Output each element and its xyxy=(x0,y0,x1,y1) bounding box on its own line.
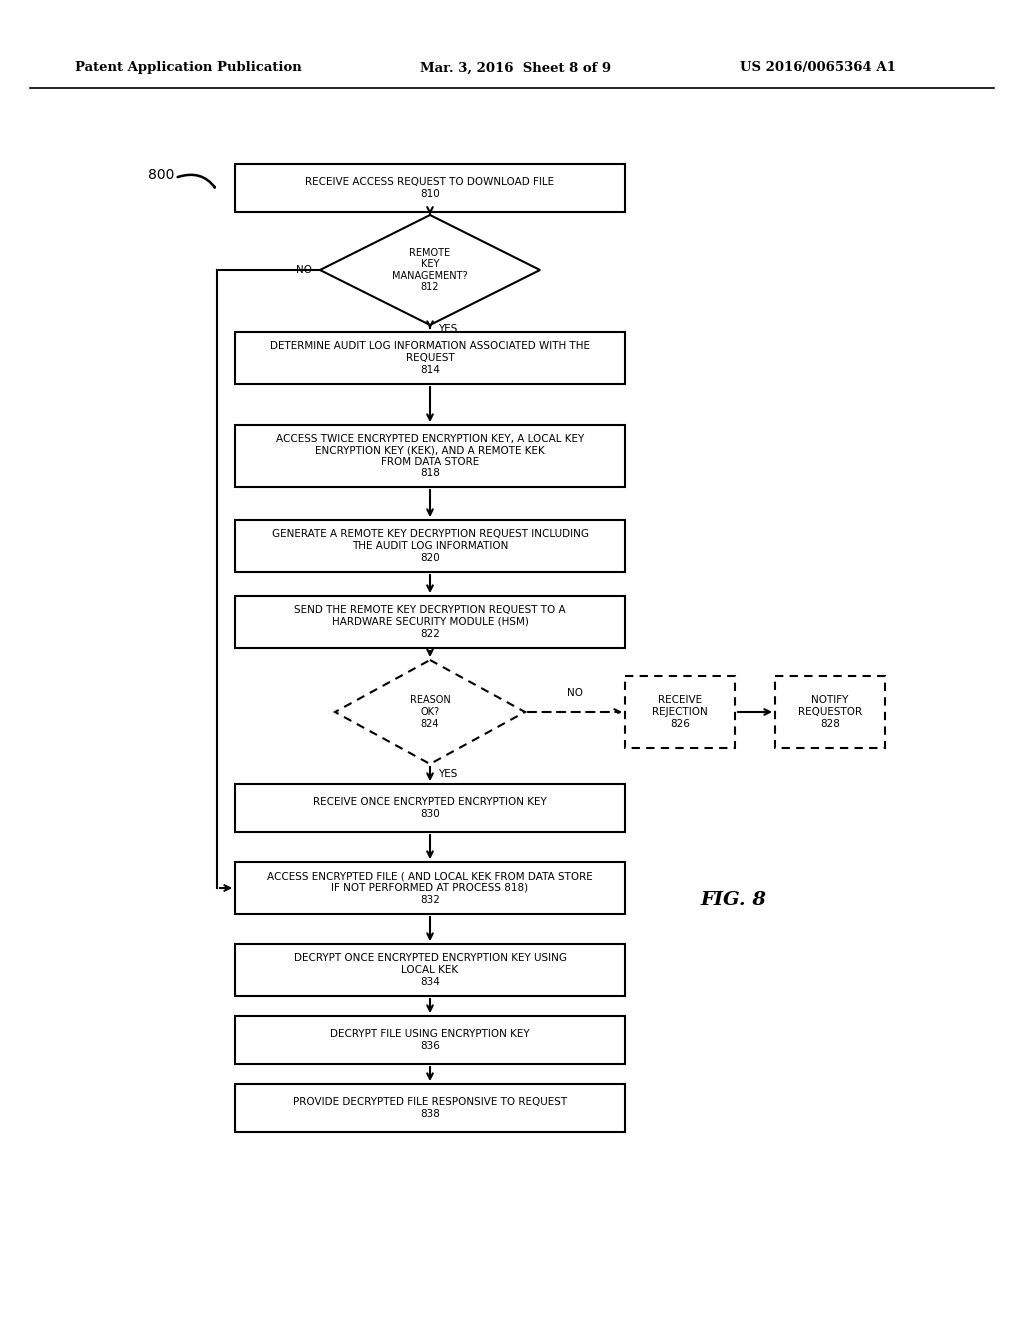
Bar xyxy=(775,676,885,748)
Text: GENERATE A REMOTE KEY DECRYPTION REQUEST INCLUDING
THE AUDIT LOG INFORMATION
820: GENERATE A REMOTE KEY DECRYPTION REQUEST… xyxy=(271,529,589,562)
Text: NO: NO xyxy=(567,688,583,698)
Polygon shape xyxy=(319,215,540,325)
Text: NOTIFY
REQUESTOR
828: NOTIFY REQUESTOR 828 xyxy=(798,696,862,729)
Bar xyxy=(234,944,625,997)
Text: Patent Application Publication: Patent Application Publication xyxy=(75,62,302,74)
Text: YES: YES xyxy=(438,770,458,779)
Text: Mar. 3, 2016  Sheet 8 of 9: Mar. 3, 2016 Sheet 8 of 9 xyxy=(420,62,611,74)
FancyArrowPatch shape xyxy=(177,174,215,187)
Text: RECEIVE ACCESS REQUEST TO DOWNLOAD FILE
810: RECEIVE ACCESS REQUEST TO DOWNLOAD FILE … xyxy=(305,177,555,199)
Bar xyxy=(234,597,625,648)
Text: SEND THE REMOTE KEY DECRYPTION REQUEST TO A
HARDWARE SECURITY MODULE (HSM)
822: SEND THE REMOTE KEY DECRYPTION REQUEST T… xyxy=(294,606,566,639)
Polygon shape xyxy=(335,660,525,764)
Text: YES: YES xyxy=(438,323,458,334)
Text: RECEIVE ONCE ENCRYPTED ENCRYPTION KEY
830: RECEIVE ONCE ENCRYPTED ENCRYPTION KEY 83… xyxy=(313,797,547,818)
Text: ACCESS ENCRYPTED FILE ( AND LOCAL KEK FROM DATA STORE
IF NOT PERFORMED AT PROCES: ACCESS ENCRYPTED FILE ( AND LOCAL KEK FR… xyxy=(267,871,593,904)
Text: ACCESS TWICE ENCRYPTED ENCRYPTION KEY, A LOCAL KEY
ENCRYPTION KEY (KEK), AND A R: ACCESS TWICE ENCRYPTED ENCRYPTION KEY, A… xyxy=(275,433,584,478)
Text: DECRYPT ONCE ENCRYPTED ENCRYPTION KEY USING
LOCAL KEK
834: DECRYPT ONCE ENCRYPTED ENCRYPTION KEY US… xyxy=(294,953,566,986)
Text: DETERMINE AUDIT LOG INFORMATION ASSOCIATED WITH THE
REQUEST
814: DETERMINE AUDIT LOG INFORMATION ASSOCIAT… xyxy=(270,342,590,375)
Text: US 2016/0065364 A1: US 2016/0065364 A1 xyxy=(740,62,896,74)
Text: PROVIDE DECRYPTED FILE RESPONSIVE TO REQUEST
838: PROVIDE DECRYPTED FILE RESPONSIVE TO REQ… xyxy=(293,1097,567,1119)
Bar xyxy=(234,1016,625,1064)
Bar xyxy=(234,333,625,384)
Bar xyxy=(234,1084,625,1133)
Bar xyxy=(234,425,625,487)
Text: RECEIVE
REJECTION
826: RECEIVE REJECTION 826 xyxy=(652,696,708,729)
Bar xyxy=(234,520,625,572)
Text: FIG. 8: FIG. 8 xyxy=(700,891,766,909)
Text: DECRYPT FILE USING ENCRYPTION KEY
836: DECRYPT FILE USING ENCRYPTION KEY 836 xyxy=(330,1030,529,1051)
Bar xyxy=(234,862,625,913)
Bar xyxy=(625,676,735,748)
Bar xyxy=(234,784,625,832)
Text: REASON
OK?
824: REASON OK? 824 xyxy=(410,696,451,729)
Text: 800: 800 xyxy=(148,168,174,182)
Text: REMOTE
KEY
MANAGEMENT?
812: REMOTE KEY MANAGEMENT? 812 xyxy=(392,248,468,293)
Bar xyxy=(234,164,625,213)
Text: NO: NO xyxy=(296,265,312,275)
